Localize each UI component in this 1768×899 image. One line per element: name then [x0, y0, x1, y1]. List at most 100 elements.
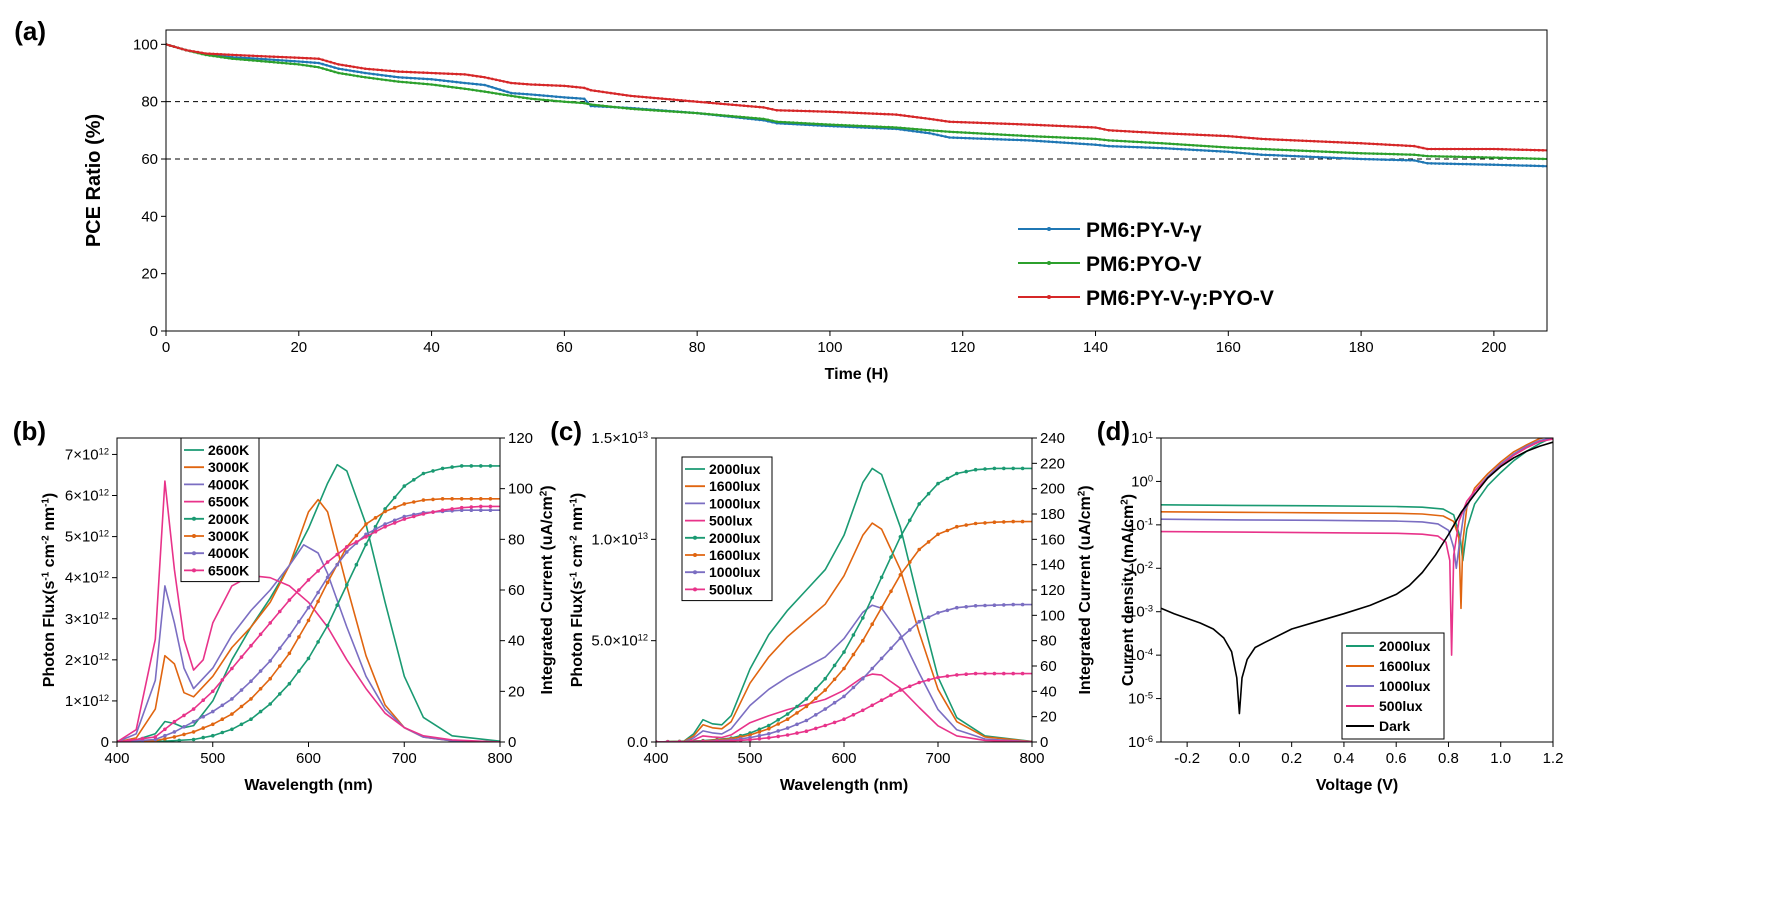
data-point: [513, 92, 517, 95]
data-point: [633, 107, 636, 111]
data-point: [762, 117, 765, 121]
data-point: [1457, 162, 1460, 166]
data-point: [695, 111, 699, 115]
series-4000k-left: [117, 543, 500, 742]
data-point: [309, 61, 313, 64]
data-point: [1132, 145, 1135, 149]
data-point: [258, 632, 263, 637]
data-point: [469, 464, 474, 468]
data-point: [397, 70, 400, 73]
data-point: [1268, 153, 1272, 157]
data-point: [1127, 130, 1131, 133]
data-point: [1164, 147, 1168, 150]
data-point: [1119, 139, 1123, 143]
data-point: [832, 123, 836, 127]
data-point: [1404, 153, 1408, 156]
data-point: [1082, 142, 1086, 146]
data-point: [848, 111, 851, 114]
legend-item: 2000lux: [685, 530, 761, 546]
data-point: [550, 95, 554, 98]
data-point: [268, 702, 273, 706]
data-point: [699, 100, 703, 104]
data-point: [1376, 158, 1379, 161]
data-point: [746, 104, 750, 108]
data-point: [1132, 140, 1135, 143]
data-point: [1484, 156, 1488, 159]
data-point: [1172, 132, 1175, 135]
data-point: [1480, 147, 1484, 151]
data-point: [438, 78, 442, 82]
data-point: [388, 79, 392, 82]
data-point: [992, 132, 995, 136]
data-point: [898, 636, 903, 640]
data-point: [1043, 135, 1046, 138]
data-point: [128, 738, 132, 742]
data-point: [1144, 146, 1147, 149]
data-point: [268, 58, 272, 61]
data-point: [579, 101, 582, 105]
legend-label: 6500K: [208, 562, 249, 578]
data-point: [231, 53, 234, 57]
legend-label: 1000lux: [1379, 678, 1431, 694]
legend-marker: [1047, 227, 1051, 231]
data-point: [502, 93, 506, 96]
data-point: [844, 111, 847, 114]
data-point: [1281, 138, 1284, 142]
data-point: [297, 56, 301, 60]
y-tick-label: 101: [1131, 430, 1153, 447]
data-point: [707, 112, 711, 116]
data-point: [276, 55, 280, 59]
data-point: [325, 59, 329, 63]
data-point: [973, 604, 978, 608]
data-point: [360, 71, 363, 74]
data-point: [380, 73, 384, 77]
data-point: [775, 120, 779, 123]
data-point: [824, 110, 828, 113]
data-point: [601, 90, 605, 94]
data-point: [1207, 133, 1211, 137]
data-point: [1309, 155, 1312, 159]
data-point: [1243, 136, 1247, 139]
data-point: [1074, 142, 1078, 145]
data-point: [479, 83, 483, 86]
data-point: [748, 737, 752, 742]
data-point: [889, 589, 893, 594]
data-point: [804, 718, 809, 723]
data-point: [1276, 148, 1280, 151]
data-point: [955, 524, 959, 529]
data-point: [380, 78, 384, 81]
data-point: [491, 91, 494, 95]
x-tick-label: 160: [1216, 339, 1241, 356]
data-point: [417, 77, 421, 80]
data-point: [285, 62, 288, 65]
data-point: [306, 578, 311, 582]
panel-label: (c): [550, 416, 582, 446]
data-point: [911, 127, 915, 131]
data-point: [738, 115, 742, 119]
data-point: [401, 80, 404, 84]
data-point: [852, 111, 855, 114]
data-point: [337, 63, 340, 66]
data-point: [1251, 147, 1255, 150]
data-point: [352, 69, 356, 73]
data-point: [1066, 136, 1070, 140]
data-point: [325, 623, 330, 628]
y2-tick-label: 80: [1040, 633, 1057, 650]
data-point: [1426, 154, 1429, 158]
legend-label: 1600lux: [709, 547, 761, 563]
data-point: [1219, 150, 1222, 153]
x-tick-label: 400: [104, 750, 129, 767]
data-point: [506, 90, 509, 94]
data-point: [1484, 147, 1488, 151]
data-point: [1035, 135, 1039, 138]
data-point: [529, 93, 533, 96]
data-point: [297, 669, 301, 673]
data-point: [1152, 141, 1155, 145]
data-point: [402, 484, 407, 488]
y-tick-label: 5×1012: [65, 528, 109, 545]
data-point: [859, 111, 863, 115]
data-point: [645, 96, 648, 99]
legend-label: 2000lux: [709, 461, 761, 477]
data-point: [1301, 149, 1304, 152]
data-point: [1103, 128, 1106, 131]
